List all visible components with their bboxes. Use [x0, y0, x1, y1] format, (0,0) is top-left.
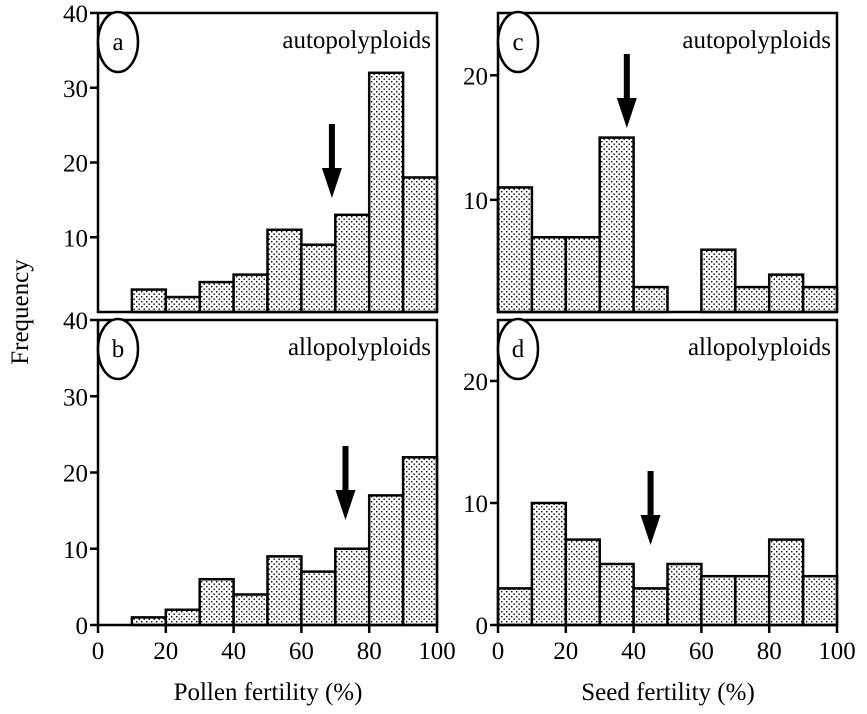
panel-title: autopolyploids	[282, 27, 431, 54]
y-tick-label: 10	[63, 225, 88, 252]
panel-letter-badge	[496, 10, 540, 74]
x-tick-label: 100	[818, 638, 856, 665]
x-tick-label: 80	[357, 638, 382, 665]
histogram-bar	[334, 213, 371, 314]
histogram-bar	[564, 538, 601, 627]
histogram-bar	[530, 501, 568, 627]
plot-frame	[496, 318, 839, 627]
x-tick-label: 20	[153, 638, 178, 665]
y-tick-label: 20	[463, 63, 488, 90]
histogram-bar	[632, 587, 669, 627]
x-tick-label: 80	[757, 638, 782, 665]
histogram-bar	[530, 236, 568, 314]
x-axis-label-pollen: Pollen fertility (%)	[174, 679, 363, 706]
panel-letter-badge	[96, 10, 140, 74]
y-tick-label: 20	[63, 151, 88, 178]
y-tick-label: 0	[476, 613, 489, 640]
panel-d: 0 10 20 0 20 40 60 80 100 d allopolyploids	[463, 317, 856, 665]
histogram-bar	[164, 608, 201, 627]
histogram-bar	[632, 285, 669, 314]
x-tick-label: 0	[492, 638, 505, 665]
x-tick-label: 60	[689, 638, 714, 665]
y-axis-label: Frequency	[7, 259, 34, 365]
histogram-bar	[266, 228, 303, 314]
histogram-bar	[801, 285, 839, 314]
x-tick-label: 40	[621, 638, 646, 665]
panel-title: autopolyploids	[682, 27, 831, 54]
x-tick-label: 20	[553, 638, 578, 665]
mean-arrow	[616, 54, 637, 128]
histogram-bar	[367, 71, 405, 314]
x-tick-label: 100	[418, 638, 456, 665]
y-tick-label: 20	[63, 461, 88, 488]
panel-letter-badge	[496, 317, 540, 381]
mean-arrow	[640, 471, 661, 545]
panel-title: allopolyploids	[688, 334, 831, 361]
panel-c: 10 20 c autopolyploids	[463, 10, 839, 314]
histogram-bar	[767, 538, 805, 627]
panel-letter: a	[112, 29, 123, 56]
panel-a: 10 20 30 40 a autopolyploids	[63, 1, 439, 314]
histogram-bar	[130, 288, 168, 314]
histogram-bar	[401, 456, 439, 627]
histogram-bar	[598, 136, 635, 314]
y-tick-label: 10	[463, 491, 488, 518]
histogram-bar	[198, 578, 235, 627]
histogram-bar	[367, 494, 405, 627]
histogram-bar	[266, 555, 303, 627]
panel-b: 0 10 20 30 40 0 20 40 60 80 100 b allopolyploids	[63, 308, 456, 665]
y-tick-label: 30	[63, 384, 88, 411]
histogram-bar	[232, 593, 269, 627]
histogram-bar	[198, 280, 235, 314]
histogram-bar	[401, 176, 439, 314]
panel-letter: d	[512, 336, 525, 363]
panel-letter: c	[512, 29, 523, 56]
histogram-bar	[334, 547, 371, 627]
y-tick-label: 10	[63, 537, 88, 564]
histogram-bar	[666, 562, 703, 627]
histogram-bar	[300, 570, 337, 627]
mean-arrow	[335, 446, 356, 520]
histogram-bar	[767, 273, 805, 314]
y-tick-label: 40	[63, 1, 88, 28]
histogram-bar	[564, 236, 601, 314]
histogram-bar	[164, 295, 201, 314]
histogram-bar	[700, 574, 737, 627]
histogram-bar	[598, 562, 635, 627]
x-axis-label-seed: Seed fertility (%)	[581, 679, 755, 706]
y-tick-label: 30	[63, 76, 88, 103]
y-tick-label: 0	[76, 613, 89, 640]
histogram-bar	[300, 243, 337, 314]
panel-title: allopolyploids	[288, 334, 431, 361]
plot-frame	[496, 11, 839, 314]
mean-arrow	[321, 124, 342, 198]
y-tick-label: 40	[63, 308, 88, 335]
y-tick-label: 10	[463, 188, 488, 215]
histogram-bar	[232, 273, 269, 314]
histogram-bar	[734, 285, 771, 314]
y-tick-label: 20	[463, 369, 488, 396]
histogram-bar	[734, 574, 771, 627]
histogram-bar	[496, 186, 534, 314]
panel-letter: b	[112, 336, 125, 363]
x-tick-label: 60	[289, 638, 314, 665]
panel-letter-badge	[96, 317, 140, 381]
histogram-bar	[496, 587, 534, 627]
x-tick-label: 40	[221, 638, 246, 665]
histogram-bar	[801, 574, 839, 627]
histogram-bar	[700, 248, 737, 314]
x-tick-label: 0	[92, 638, 105, 665]
